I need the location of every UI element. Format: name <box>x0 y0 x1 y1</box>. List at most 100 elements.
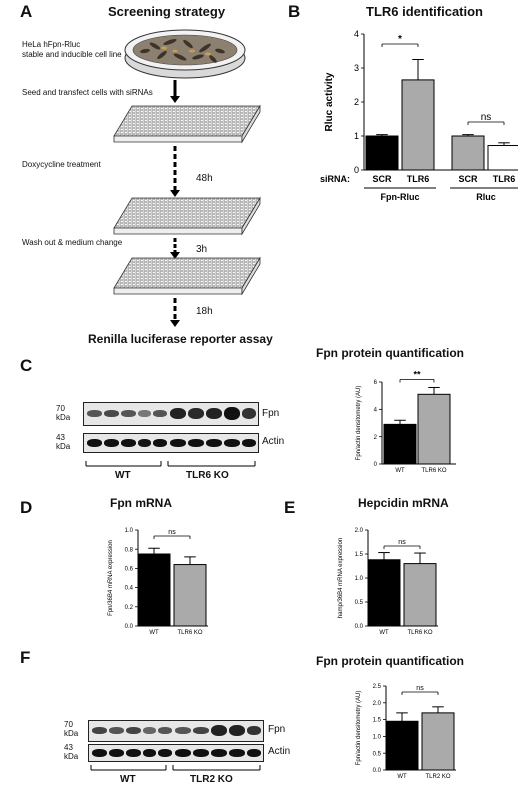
blot-band <box>170 439 186 447</box>
y-axis-label: hamp/36B4 mRNA expression <box>338 538 344 618</box>
arrow-down-icon <box>170 80 180 103</box>
blot-band <box>242 408 256 419</box>
y-tick-label: 0.2 <box>125 605 134 611</box>
chart-hepcidin-mrna: 0.0 0.5 1.0 1.5 2.0 hamp/36B4 mRNA expression… <box>338 528 438 636</box>
panel-f-letter: F <box>20 648 31 667</box>
y-tick-label: 0.0 <box>125 624 134 630</box>
panel-c-title: Fpn protein quantification <box>316 346 464 360</box>
panel-a-letter: A <box>20 2 33 21</box>
dashed-arrow-down-icon <box>170 238 180 259</box>
x-tick-label: TLR6 <box>493 174 516 184</box>
blot-band <box>138 439 151 447</box>
y-tick-label: 4 <box>354 29 359 39</box>
y-tick-label: 0.5 <box>373 751 382 757</box>
band-label-fpn: Fpn <box>268 724 286 735</box>
y-tick-label: 0 <box>354 165 359 175</box>
bar <box>421 712 455 771</box>
bar <box>417 393 451 465</box>
bar <box>365 135 399 171</box>
bar <box>385 720 419 771</box>
blot-band <box>170 408 186 419</box>
x-tick-label: WT <box>397 774 407 780</box>
marker-70-unit: kDa <box>56 413 71 422</box>
reporter-assay-label: Renilla luciferase reporter assay <box>88 332 273 346</box>
cell-line-label-1: HeLa hFpn-Rluc <box>22 40 81 49</box>
band-label-actin: Actin <box>268 746 291 757</box>
marker-43: 43 <box>56 433 65 442</box>
x-tick-label: TLR6 <box>407 174 430 184</box>
time-48h: 48h <box>196 173 213 184</box>
y-tick-label: 0.8 <box>125 547 134 553</box>
group-label-tlr2-ko: TLR2 KO <box>190 774 233 785</box>
blot-band <box>92 727 107 734</box>
blot-band <box>206 439 222 447</box>
group-label-tlr6-ko: TLR6 KO <box>186 470 229 481</box>
y-tick-label: 0.5 <box>355 600 364 606</box>
y-axis-label: Fpn/actin densitometry (AU) <box>356 691 362 766</box>
western-blot-actin <box>83 433 259 453</box>
blot-band <box>211 725 227 736</box>
western-blot-actin <box>88 744 264 762</box>
y-tick-label: 4 <box>374 407 378 413</box>
y-tick-label: 1.5 <box>355 552 364 558</box>
blot-band <box>211 749 227 757</box>
marker-70: 70 <box>64 720 73 729</box>
x-tick-label: TLR6 KO <box>421 468 446 474</box>
y-axis-label: Rluc activity <box>324 72 335 131</box>
y-tick-label: 3 <box>354 63 359 73</box>
x-tick-label: TLR2 KO <box>425 774 450 780</box>
chart-tlr6-identification: 0 1 2 3 4 Rluc activity SCR TLR6 SCR TLR6 * ns siRNA… <box>320 29 518 202</box>
y-tick-label: 0.4 <box>125 586 134 592</box>
marker-70: 70 <box>56 404 65 413</box>
blot-band <box>247 726 261 735</box>
y-tick-label: 2.0 <box>373 701 382 707</box>
bar <box>451 135 485 171</box>
panel-b-letter: B <box>288 2 301 21</box>
band-label-fpn: Fpn <box>262 408 280 419</box>
blot-band <box>229 749 245 757</box>
blot-band <box>126 727 141 734</box>
multiwell-plate-icon <box>113 104 261 144</box>
marker-43: 43 <box>64 743 73 752</box>
bar <box>487 145 518 171</box>
multiwell-plate-icon <box>113 256 261 296</box>
bar <box>367 559 401 627</box>
blot-band <box>87 410 102 417</box>
chart-fpn-protein-tlr2: 0.0 0.5 1.0 1.5 2.0 2.5 Fpn/actin densitometry… <box>356 684 456 780</box>
blot-band <box>109 727 124 734</box>
bar <box>383 423 417 465</box>
y-tick-label: 2 <box>374 435 378 441</box>
blot-band <box>188 408 204 419</box>
blot-band <box>229 725 245 736</box>
blot-band <box>175 749 191 757</box>
panel-d-title: Fpn mRNA <box>110 496 172 510</box>
x-tick-label: SCR <box>372 174 392 184</box>
band-label-actin: Actin <box>262 436 285 447</box>
blot-band <box>87 439 102 447</box>
blot-band <box>206 408 222 419</box>
chart-fpn-mrna: 0.0 0.2 0.4 0.6 0.8 1.0 Fpn/36B4 mRNA expressi… <box>108 528 208 636</box>
multiwell-plate-icon <box>113 196 261 236</box>
y-tick-label: 6 <box>374 380 378 386</box>
group-label: Rluc <box>476 192 496 202</box>
y-tick-label: 0.6 <box>125 567 134 573</box>
western-blot-fpn <box>83 402 259 426</box>
blot-band <box>121 410 136 417</box>
significance-label: ns <box>168 529 176 536</box>
time-3h: 3h <box>196 244 208 255</box>
blot-band <box>175 727 191 734</box>
y-tick-label: 0.0 <box>355 624 364 630</box>
panel-f-title: Fpn protein quantification <box>316 654 464 668</box>
marker-70-unit: kDa <box>64 729 79 738</box>
y-tick-label: 1.0 <box>125 528 134 534</box>
y-axis-label: Fpn/36B4 mRNA expression <box>108 540 114 616</box>
y-axis-label: Fpn/actin densitometry (AU) <box>356 386 362 461</box>
group-label-wt: WT <box>115 470 131 481</box>
blot-band <box>188 439 204 447</box>
blot-band <box>193 749 209 757</box>
western-blot-fpn <box>88 720 264 742</box>
petri-dish-icon <box>124 29 246 79</box>
panel-c-letter: C <box>20 356 33 375</box>
marker-43-unit: kDa <box>56 442 71 451</box>
y-tick-label: 1.0 <box>373 735 382 741</box>
